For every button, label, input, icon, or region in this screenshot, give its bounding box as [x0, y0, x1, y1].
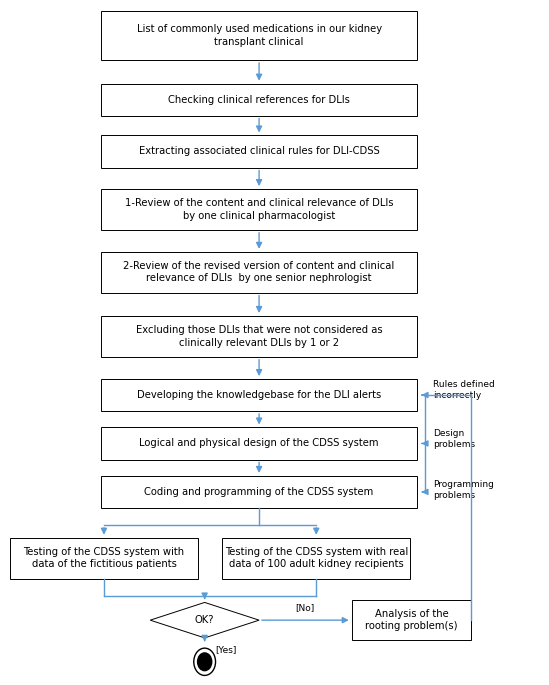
Text: Developing the knowledgebase for the DLI alerts: Developing the knowledgebase for the DLI…: [137, 390, 381, 400]
Text: Extracting associated clinical rules for DLI-CDSS: Extracting associated clinical rules for…: [139, 147, 379, 156]
Text: Rules defined
incorrectly: Rules defined incorrectly: [433, 380, 495, 400]
FancyBboxPatch shape: [101, 427, 417, 460]
FancyBboxPatch shape: [101, 11, 417, 60]
Polygon shape: [150, 602, 259, 638]
FancyBboxPatch shape: [222, 538, 410, 579]
Text: 1-Review of the content and clinical relevance of DLIs
by one clinical pharmacol: 1-Review of the content and clinical rel…: [125, 198, 393, 221]
FancyBboxPatch shape: [101, 189, 417, 230]
FancyBboxPatch shape: [10, 538, 198, 579]
Text: [Yes]: [Yes]: [216, 645, 237, 654]
Text: OK?: OK?: [195, 615, 215, 625]
Text: Excluding those DLIs that were not considered as
clinically relevant DLIs by 1 o: Excluding those DLIs that were not consi…: [136, 325, 383, 347]
Text: Logical and physical design of the CDSS system: Logical and physical design of the CDSS …: [139, 438, 379, 449]
Text: [No]: [No]: [296, 603, 315, 612]
FancyBboxPatch shape: [101, 316, 417, 357]
Text: Programming
problems: Programming problems: [433, 479, 494, 500]
Text: 2-Review of the revised version of content and clinical
relevance of DLIs  by on: 2-Review of the revised version of conte…: [124, 261, 395, 284]
Text: Analysis of the
rooting problem(s): Analysis of the rooting problem(s): [365, 609, 458, 632]
FancyBboxPatch shape: [101, 476, 417, 508]
Text: Testing of the CDSS system with real
data of 100 adult kidney recipients: Testing of the CDSS system with real dat…: [225, 547, 408, 569]
FancyBboxPatch shape: [101, 379, 417, 411]
Text: Design
problems: Design problems: [433, 429, 475, 449]
Text: List of commonly used medications in our kidney
transplant clinical: List of commonly used medications in our…: [137, 24, 382, 47]
FancyBboxPatch shape: [101, 84, 417, 116]
Text: Coding and programming of the CDSS system: Coding and programming of the CDSS syste…: [144, 487, 374, 497]
Text: Checking clinical references for DLIs: Checking clinical references for DLIs: [168, 95, 350, 105]
Text: Testing of the CDSS system with
data of the fictitious patients: Testing of the CDSS system with data of …: [24, 547, 184, 569]
Circle shape: [198, 653, 212, 671]
FancyBboxPatch shape: [101, 136, 417, 168]
FancyBboxPatch shape: [352, 600, 472, 640]
FancyBboxPatch shape: [101, 252, 417, 292]
